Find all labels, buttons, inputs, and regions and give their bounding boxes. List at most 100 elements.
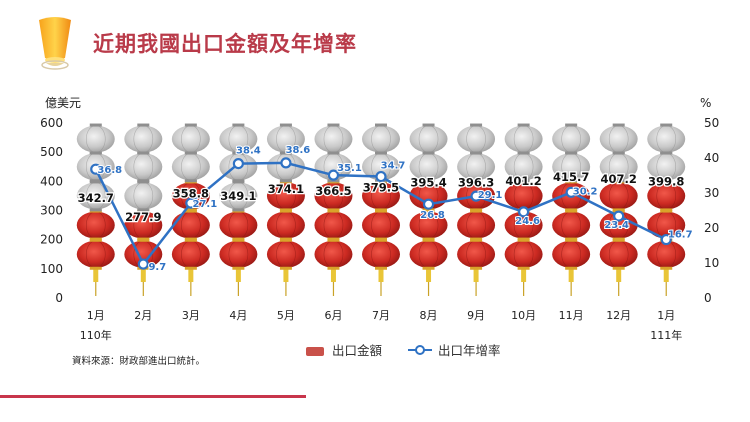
- source-note: 資料來源：財政部進出口統計。: [72, 356, 206, 367]
- lantern-grey: [124, 125, 163, 153]
- lantern-cap: [422, 237, 435, 241]
- bar-tassel: [330, 268, 336, 282]
- lantern-red: [171, 211, 210, 239]
- lantern-red: [266, 240, 305, 268]
- lantern-cap: [232, 179, 245, 183]
- lantern-grey: [171, 153, 210, 181]
- y-right-tick-label: 20: [704, 221, 719, 235]
- x-tick-label: 7月: [372, 309, 390, 322]
- lantern-cap: [565, 208, 578, 212]
- bar-value-label: 358.8: [173, 186, 209, 200]
- line-value-label: 38.6: [286, 145, 311, 156]
- lantern-red: [457, 211, 496, 239]
- x-tick-label: 11月: [559, 309, 584, 322]
- lantern-red: [266, 211, 305, 239]
- growth-point: [565, 186, 577, 198]
- legend-line-swatch: [408, 344, 432, 359]
- y-axis-right-label: %: [700, 96, 711, 110]
- growth-point: [375, 170, 387, 183]
- x-tick-sublabel: 111年: [650, 328, 682, 342]
- lantern-cap: [612, 151, 625, 155]
- bar-tassel: [283, 268, 289, 282]
- bar-value-label: 374.1: [268, 182, 304, 196]
- x-tick-label: 1月: [87, 309, 105, 322]
- lantern-grey: [647, 153, 686, 181]
- line-value-label: 26.8: [420, 210, 445, 221]
- lantern-cap: [279, 123, 292, 127]
- lantern-cap: [137, 179, 150, 183]
- lantern-red: [599, 211, 638, 239]
- y-right-tick-label: 40: [704, 151, 719, 165]
- lantern-cap: [470, 237, 483, 241]
- lantern-grey: [124, 153, 163, 181]
- bar-tassel: [378, 268, 384, 282]
- bar-value-label: 349.1: [220, 189, 256, 203]
- bar-10: [504, 123, 543, 296]
- lantern-cap: [184, 179, 197, 183]
- lantern-cap: [279, 151, 292, 155]
- growth-point: [137, 258, 149, 270]
- lantern-grey: [124, 182, 163, 210]
- lantern-cap: [137, 237, 150, 241]
- bar-tassel: [93, 268, 99, 282]
- bar-tassel: [663, 268, 669, 282]
- lantern-red: [362, 211, 400, 239]
- lantern-red: [647, 182, 686, 210]
- x-tick-label: 12月: [606, 309, 631, 322]
- bar-value-label: 396.3: [458, 175, 494, 189]
- bar-value-label: 277.9: [125, 210, 161, 224]
- lantern-red: [599, 240, 638, 268]
- growth-point: [185, 197, 197, 209]
- lantern-cap: [327, 151, 340, 155]
- lantern-cap: [327, 208, 340, 212]
- lantern-cap: [89, 151, 102, 155]
- lantern-cap: [565, 266, 578, 270]
- lantern-grey: [219, 125, 258, 153]
- lantern-cap: [612, 123, 625, 127]
- y-left-tick-label: 100: [40, 262, 63, 276]
- lantern-red: [362, 240, 400, 268]
- lantern-cap: [612, 266, 625, 270]
- lantern-cap: [279, 179, 292, 183]
- legend-line-label: 出口年增率: [437, 343, 501, 358]
- lantern-red: [171, 240, 210, 268]
- bar-value-label: 401.2: [505, 174, 541, 188]
- lantern-cap: [517, 237, 530, 241]
- line-value-label: 29.1: [478, 190, 503, 201]
- growth-point: [327, 169, 340, 181]
- lantern-red: [409, 240, 448, 268]
- growth-point: [660, 233, 672, 246]
- legend-bars: 出口金額: [306, 340, 382, 359]
- lantern-grey: [552, 153, 591, 181]
- lantern-cap: [327, 237, 340, 241]
- y-left-tick-label: 600: [40, 116, 63, 130]
- footer-accent-line: [0, 395, 306, 398]
- bar-7: [362, 123, 400, 296]
- bar-1: [76, 123, 115, 296]
- lantern-grey: [362, 153, 400, 181]
- lantern-cap: [232, 237, 245, 241]
- x-tick-sublabel: 110年: [80, 328, 112, 342]
- lantern-cap: [89, 237, 102, 241]
- lantern-cap: [470, 123, 483, 127]
- bar-6: [314, 123, 353, 296]
- x-tick-label: 2月: [134, 309, 152, 322]
- lantern-cap: [279, 208, 292, 212]
- growth-point: [613, 210, 625, 222]
- lantern-cap: [89, 266, 102, 270]
- y-left-tick-label: 0: [55, 291, 63, 305]
- lantern-cap: [89, 123, 102, 127]
- lantern-cap: [184, 208, 197, 212]
- lantern-cap: [375, 123, 387, 127]
- lantern-red: [647, 240, 686, 268]
- lantern-cap: [517, 179, 530, 183]
- legend-bars-label: 出口金額: [331, 343, 382, 358]
- y-right-tick-label: 50: [704, 116, 719, 130]
- x-tick-label: 8月: [420, 309, 438, 322]
- growth-point: [280, 157, 292, 169]
- lantern-cap: [327, 179, 340, 183]
- lantern-cap: [517, 151, 530, 155]
- bar-tassel: [140, 268, 146, 282]
- bar-3: [171, 123, 210, 296]
